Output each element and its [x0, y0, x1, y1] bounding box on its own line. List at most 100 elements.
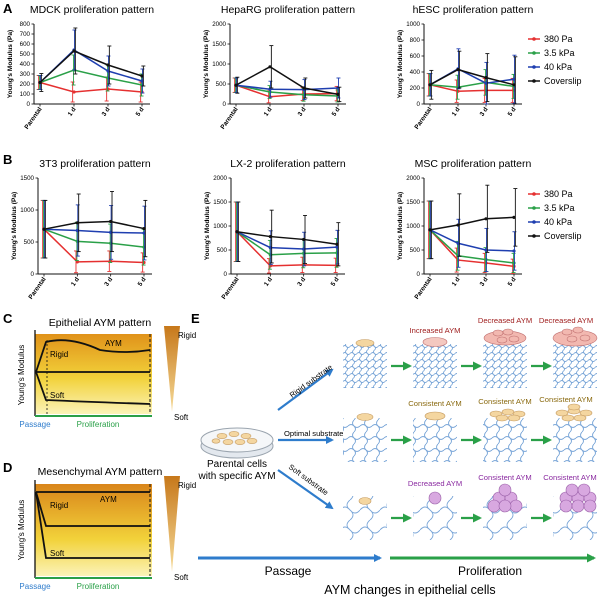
series-line	[43, 228, 145, 264]
cell-cluster	[489, 408, 526, 422]
legend-b: 380 Pa 3.5 kPa 40 kPa Coverslip	[528, 189, 582, 241]
chart-4: 3T3 proliferation pattern 0 500 1000 1500 You…	[11, 158, 152, 301]
rigid-row: Increased AYM Decreased AYM Decreased AY…	[343, 316, 598, 388]
cell	[358, 497, 372, 505]
y-axis-label: Young's Modulus (Pa)	[11, 192, 18, 260]
rigid-label: Rigid	[50, 501, 68, 510]
schematic-c-title: Epithelial AYM pattern	[49, 317, 152, 329]
series-line	[43, 228, 145, 234]
y-tick-label: 500	[410, 247, 421, 254]
data-point	[142, 226, 146, 231]
optimal-substrate-label: Optimal substrate	[284, 429, 344, 438]
series-s380	[232, 77, 340, 104]
panel-label-d: D	[3, 460, 12, 475]
x-tick-label: 3 d	[479, 276, 490, 288]
series-line	[429, 68, 515, 86]
modulus-gradient	[35, 484, 152, 576]
series-s3_5	[427, 200, 516, 274]
data-point	[75, 260, 79, 264]
series-line	[236, 231, 338, 245]
row3-caption-1: Decreased AYM	[408, 479, 462, 488]
data-point	[234, 83, 238, 87]
data-point	[512, 83, 516, 87]
data-point	[512, 77, 516, 81]
row3-caption-2: Consistent AYM	[478, 473, 531, 482]
data-point	[75, 228, 79, 233]
y-tick-label: 2000	[212, 21, 226, 28]
cell	[428, 491, 442, 505]
rigid-arrow	[277, 368, 334, 411]
y-tick-label: 1500	[212, 41, 226, 48]
legend-label: 380 Pa	[544, 34, 573, 44]
chart-title: MDCK proliferation pattern	[30, 4, 154, 16]
data-point	[302, 247, 306, 251]
cell-cluster	[555, 403, 593, 422]
rigid-curve	[35, 339, 151, 373]
series-line	[429, 216, 515, 231]
passage-label: Passage	[19, 420, 51, 429]
y-tick-label: 0	[417, 271, 421, 278]
data-point	[142, 231, 146, 235]
scale-top-label: Rigid	[178, 481, 196, 490]
data-point	[484, 81, 488, 85]
series-coverslip	[235, 201, 341, 267]
data-point	[484, 76, 488, 80]
substrate-tile	[343, 344, 387, 388]
y-tick-label: 2000	[406, 175, 420, 182]
chart-6: MSC proliferation pattern 0 500 1000 1500 200…	[397, 158, 532, 301]
legend-label: 3.5 kPa	[544, 203, 575, 213]
row2-caption-2: Consistent AYM	[478, 397, 531, 406]
series-s380	[40, 199, 146, 274]
data-point	[106, 69, 110, 73]
x-tick-label: 5 d	[507, 106, 518, 118]
data-point	[302, 237, 306, 242]
cell-cluster	[483, 328, 527, 346]
epithelial-aym-diagram: Parental cells with specific AYM Rigid s…	[197, 316, 598, 597]
parental-label-line2: with specific AYM	[197, 471, 275, 482]
series-line	[235, 84, 339, 98]
series-line	[429, 67, 515, 86]
series-line	[235, 84, 339, 91]
cell	[422, 337, 448, 347]
y-tick-label: 0	[27, 101, 31, 108]
row1-caption-2: Decreased AYM	[478, 316, 532, 325]
x-tick-label: Parental	[219, 106, 239, 131]
series-coverslip	[428, 184, 518, 260]
rigid-substrate-label: Rigid substrate	[288, 363, 334, 400]
chart-title: 3T3 proliferation pattern	[39, 158, 151, 170]
x-tick-label: 1 d	[70, 276, 81, 288]
data-point	[268, 65, 272, 69]
legend-label: Coverslip	[544, 231, 582, 241]
cell-cluster	[487, 483, 523, 513]
petri-dish	[200, 427, 274, 459]
x-tick-label: 1 d	[451, 106, 462, 118]
y-tick-label: 500	[217, 247, 228, 254]
y-tick-label: 0	[223, 101, 227, 108]
y-tick-label: 1500	[406, 199, 420, 206]
y-tick-label: 300	[20, 71, 31, 78]
substrate-tile	[553, 418, 597, 462]
legend-label: Coverslip	[544, 76, 582, 86]
data-point	[456, 223, 460, 227]
y-tick-label: 600	[410, 53, 421, 60]
y-axis-label: Young's Modulus (Pa)	[397, 30, 404, 98]
y-tick-label: 0	[417, 101, 421, 108]
aym-label: AYM	[105, 339, 122, 348]
x-tick-label: Parental	[413, 276, 433, 301]
substrate-tile	[483, 418, 527, 462]
y-tick-label: 500	[216, 81, 227, 88]
soft-curve	[35, 491, 150, 559]
chart-title: LX-2 proliferation pattern	[230, 158, 346, 170]
x-tick-label: Parental	[413, 106, 433, 131]
data-point	[72, 49, 76, 53]
x-tick-label: Parental	[27, 276, 47, 301]
legend-marker	[532, 79, 536, 83]
row1-caption-3: Decreased AYM	[539, 316, 593, 325]
scale-top-label: Rigid	[178, 331, 196, 340]
panel-label-c: C	[3, 311, 13, 326]
x-tick-label: 5 d	[137, 276, 148, 288]
y-axis-label: Young's Modulus (Pa)	[7, 30, 14, 98]
legend-label: 3.5 kPa	[544, 48, 575, 58]
data-point	[428, 228, 432, 232]
legend-label: 40 kPa	[544, 217, 572, 227]
